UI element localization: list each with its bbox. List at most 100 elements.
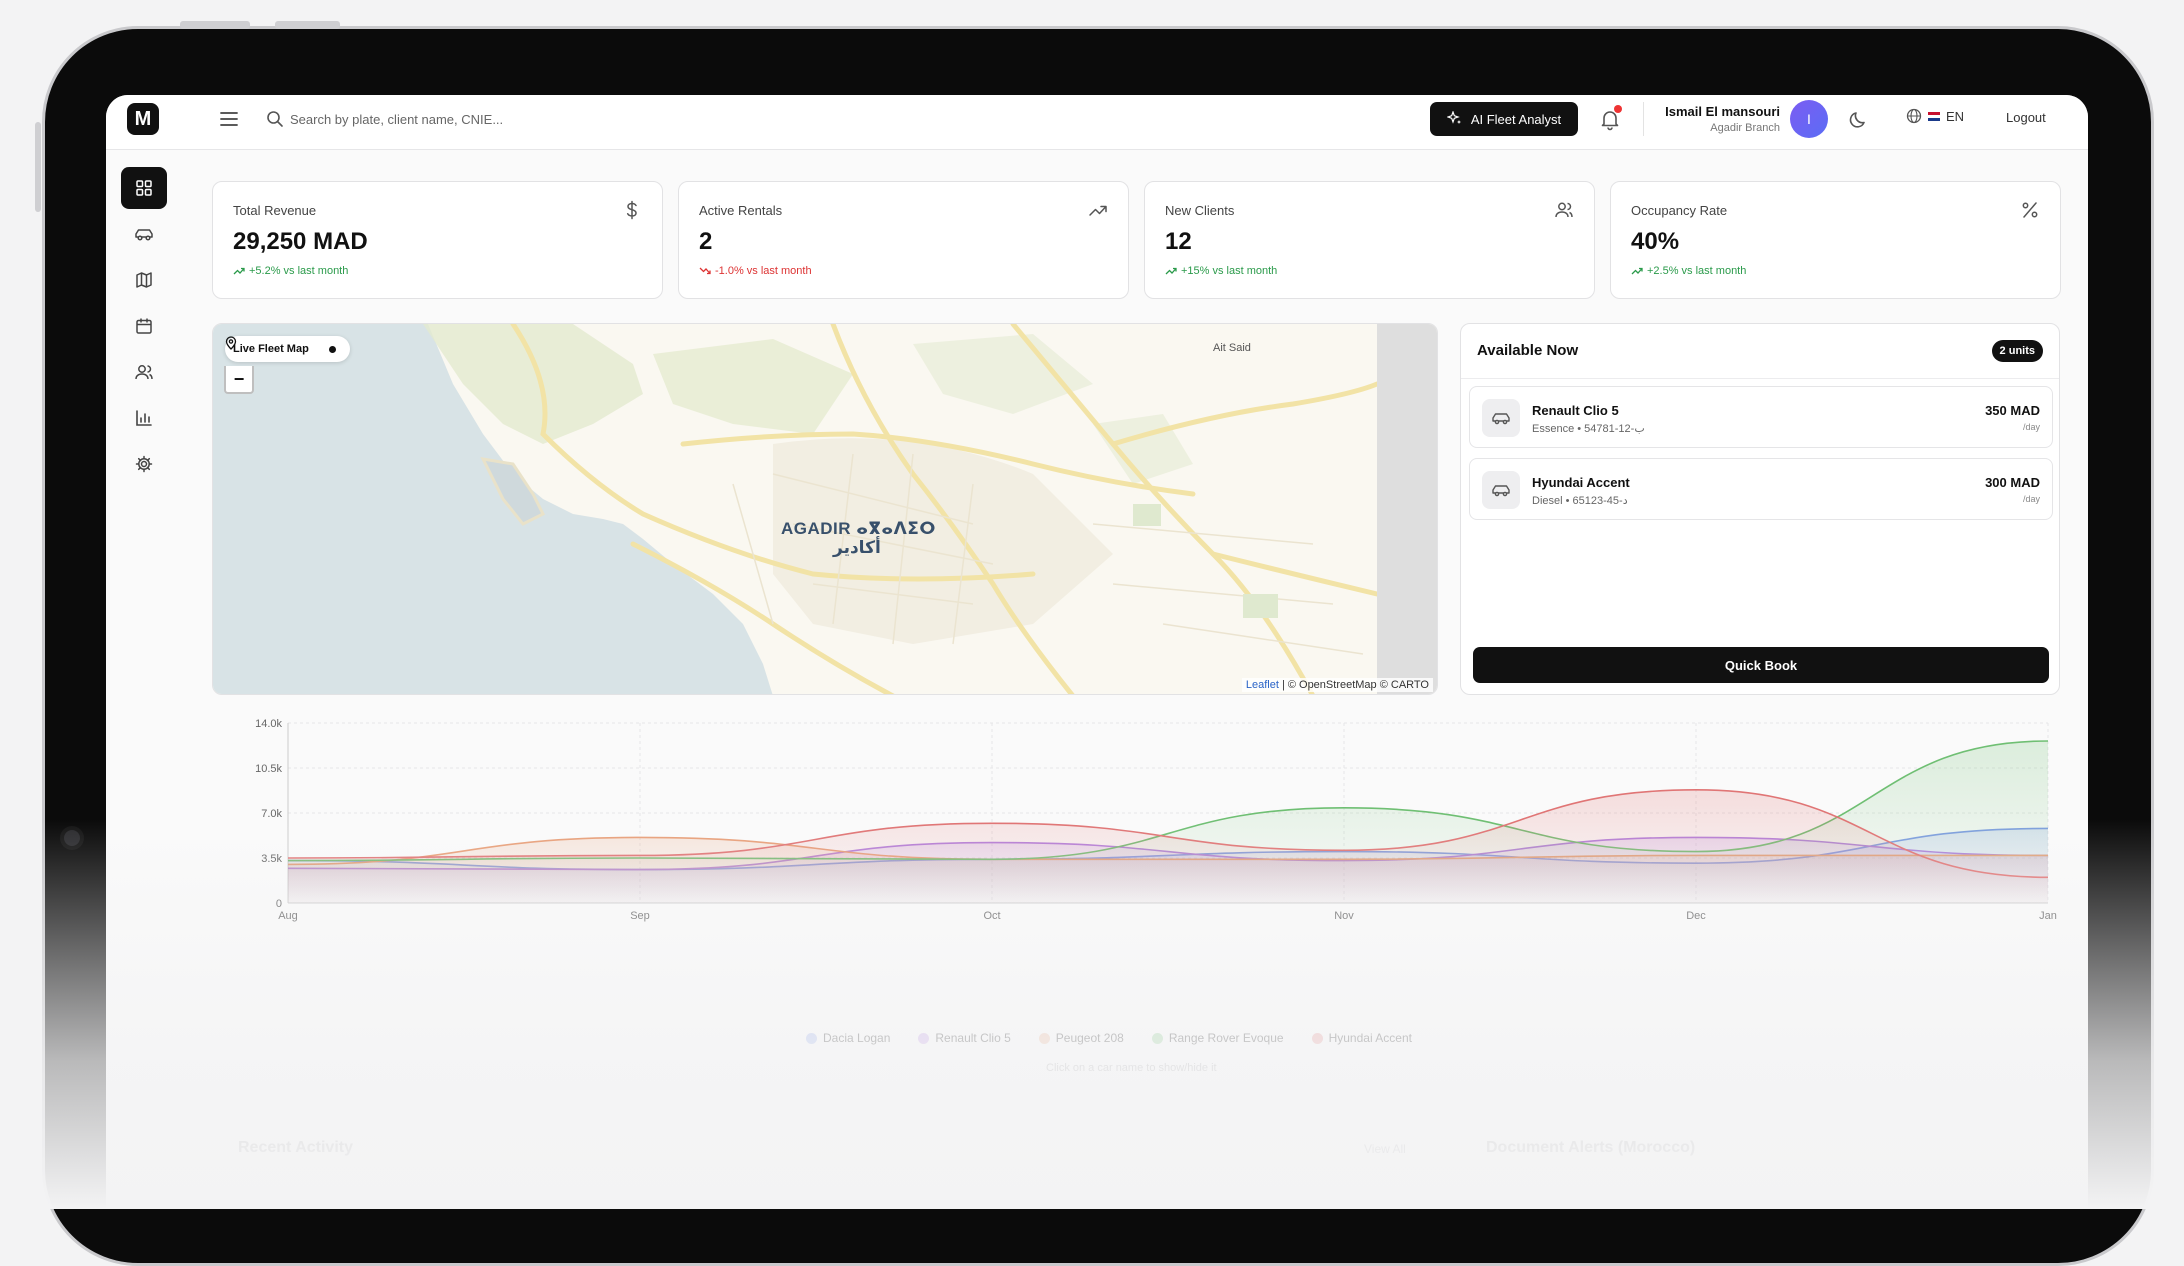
y-tick-label: 0 <box>276 898 282 910</box>
stat-trend-text: -1.0% vs last month <box>715 265 812 277</box>
legend-hint: Click on a car name to show/hide it <box>1046 1062 1217 1074</box>
car-details: Diesel • 65123-د-45 <box>1532 495 1628 507</box>
app-logo[interactable]: M <box>127 103 159 135</box>
dollar-icon <box>626 200 637 220</box>
moon-icon[interactable] <box>1848 108 1870 130</box>
map-attribution: Leaflet | © OpenStreetMap © CARTO <box>1241 678 1433 692</box>
sidebar-item-calendar[interactable] <box>121 305 167 347</box>
percent-icon <box>2022 202 2038 218</box>
recent-activity-heading: Recent Activity <box>238 1139 353 1156</box>
top-header: M AI Fleet Analyst Ismail El mansouri Ag… <box>106 95 2088 150</box>
trending-up-icon <box>233 267 245 275</box>
sparkles-icon <box>1446 111 1461 124</box>
live-fleet-map-badge: Live Fleet Map <box>225 336 350 362</box>
chart-legend: Dacia Logan Renault Clio 5 Peugeot 208 Rang… <box>806 1031 1412 1045</box>
live-fleet-map[interactable]: Live Fleet Map − AGADIR ⴰⴳⴰⴷⵉⵔ أكادير Ai… <box>212 323 1438 695</box>
legend-label: Peugeot 208 <box>1055 1031 1124 1045</box>
stat-card-occupancy: Occupancy Rate 40% +2.5% vs last month <box>1610 181 2061 299</box>
car-price-unit: /day <box>2022 422 2040 432</box>
map-tile-gap <box>1377 324 1437 694</box>
menu-icon[interactable] <box>220 111 238 127</box>
language-label: EN <box>1946 108 1965 124</box>
map-attribution-text: | © OpenStreetMap © CARTO <box>1281 679 1429 691</box>
document-alerts-heading: Document Alerts (Morocco) <box>1486 1139 1696 1156</box>
dashboard-icon <box>136 180 152 196</box>
legend-item[interactable]: Hyundai Accent <box>1311 1031 1412 1045</box>
x-tick-label: Jan <box>2039 910 2057 922</box>
available-title: Available Now <box>1477 342 1579 359</box>
legend-label: Hyundai Accent <box>1328 1031 1412 1045</box>
map-town-label: Ait Said <box>1213 342 1251 354</box>
car-name: Renault Clio 5 <box>1532 403 1619 418</box>
car-price-unit: /day <box>2022 494 2040 504</box>
map-city-label-arabic: أكادير <box>833 538 881 557</box>
stat-label: Active Rentals <box>699 203 783 218</box>
device-button <box>35 122 41 212</box>
available-now-panel: Available Now 2 units Renault Clio 5 Ess… <box>1460 323 2060 695</box>
bar-chart-icon <box>136 410 152 426</box>
stat-trend-text: +5.2% vs last month <box>249 265 349 277</box>
available-car-item[interactable]: Hyundai Accent Diesel • 65123-د-45 300 M… <box>1469 458 2053 520</box>
legend-item[interactable]: Range Rover Evoque <box>1151 1031 1284 1045</box>
stat-value: 29,250 MAD <box>233 228 368 255</box>
legend-swatch <box>1151 1032 1163 1044</box>
sidebar-item-clients[interactable] <box>121 351 167 393</box>
car-name: Hyundai Accent <box>1532 475 1630 490</box>
language-selector[interactable]: EN <box>1906 108 1964 124</box>
leaflet-link[interactable]: Leaflet <box>1245 679 1279 691</box>
app-screen: M AI Fleet Analyst Ismail El mansouri Ag… <box>106 95 2088 1209</box>
stat-trend: -1.0% vs last month <box>699 265 812 277</box>
legend-label: Range Rover Evoque <box>1168 1031 1284 1045</box>
sidebar <box>106 151 182 1209</box>
legend-item[interactable]: Peugeot 208 <box>1038 1031 1124 1045</box>
y-tick-label: 10.5k <box>255 763 282 775</box>
stat-value: 40% <box>1631 228 1680 255</box>
sidebar-item-reports[interactable] <box>121 397 167 439</box>
stat-label: Occupancy Rate <box>1631 203 1728 218</box>
legend-swatch <box>806 1032 817 1044</box>
revenue-area-chart: 0 3.5k 7.0k 10.5k 14.0k Aug Sep Oct Nov Dec Jan <box>255 718 2057 922</box>
stat-trend-text: +15% vs last month <box>1181 265 1278 277</box>
ai-fleet-analyst-button[interactable]: AI Fleet Analyst <box>1430 102 1578 136</box>
search-input[interactable] <box>290 105 710 133</box>
y-tick-label: 7.0k <box>261 808 282 820</box>
x-tick-label: Sep <box>630 910 650 922</box>
search-icon <box>267 111 283 127</box>
zoom-out-button[interactable]: − <box>224 366 254 394</box>
sidebar-item-dashboard[interactable] <box>121 167 167 209</box>
stat-trend: +15% vs last month <box>1165 265 1277 277</box>
legend-item[interactable]: Dacia Logan <box>806 1031 890 1045</box>
sidebar-item-map[interactable] <box>121 259 167 301</box>
legend-item[interactable]: Renault Clio 5 <box>918 1031 1011 1045</box>
legend-swatch <box>918 1032 930 1044</box>
trending-up-icon <box>1089 205 1107 216</box>
stat-card-new-clients: New Clients 12 +15% vs last month <box>1144 181 1595 299</box>
map-badge-label: Live Fleet Map <box>233 343 309 355</box>
users-icon <box>1555 202 1573 218</box>
trending-up-icon <box>1631 267 1643 275</box>
quick-book-button[interactable]: Quick Book <box>1473 647 2049 683</box>
flag-icon <box>1928 111 1940 121</box>
sidebar-item-fleet[interactable] <box>121 213 167 255</box>
x-tick-label: Nov <box>1334 910 1354 922</box>
available-car-item[interactable]: Renault Clio 5 Essence • 54781-ب-12 350 … <box>1469 386 2053 448</box>
stat-card-revenue: Total Revenue 29,250 MAD +5.2% vs last m… <box>212 181 663 299</box>
logout-button[interactable]: Logout <box>2006 110 2046 125</box>
notification-dot <box>1614 105 1622 113</box>
stat-label: New Clients <box>1165 203 1235 218</box>
map-city-label: AGADIR ⴰⴳⴰⴷⵉⵔ <box>781 519 936 538</box>
legend-swatch <box>1038 1032 1050 1044</box>
y-tick-label: 3.5k <box>261 853 282 865</box>
camera <box>60 826 84 850</box>
users-icon <box>135 365 153 380</box>
avatar[interactable]: I <box>1790 100 1828 138</box>
sidebar-item-settings[interactable] <box>121 443 167 485</box>
device-button <box>180 21 250 29</box>
stat-value: 12 <box>1165 228 1192 255</box>
view-all-link[interactable]: View All <box>1364 1142 1406 1156</box>
x-tick-label: Dec <box>1686 910 1706 922</box>
trending-down-icon <box>699 267 711 275</box>
trending-up-icon <box>1165 267 1177 275</box>
live-indicator-dot <box>328 345 336 353</box>
x-tick-label: Oct <box>983 910 1000 922</box>
